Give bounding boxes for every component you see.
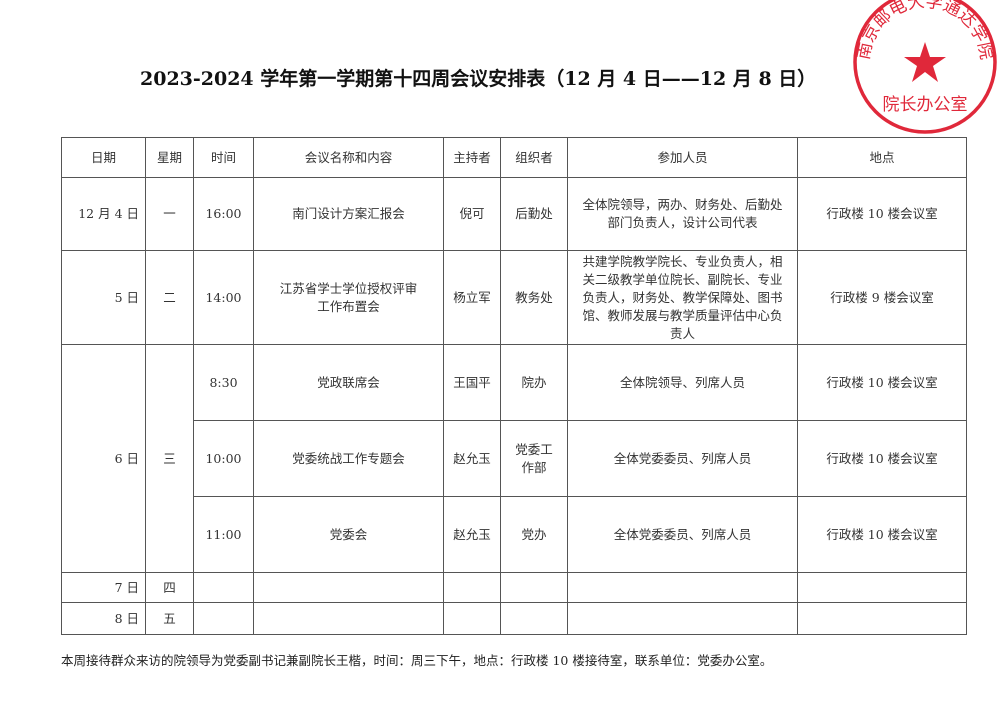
cell-meeting: 党政联席会 [253,344,444,421]
cell-organizer: 党委工作部 [500,420,568,497]
seal-inner-text: 院长办公室 [883,95,968,115]
cell-date: 5 日 [61,250,146,345]
cell-empty [567,602,798,635]
table-row: 6 日 三 8:30 党政联席会 王国平 院办 全体院领导、列席人员 行政楼 1… [61,344,967,573]
cell-time: 16:00 [193,177,254,251]
cell-location: 行政楼 10 楼会议室 [797,420,967,497]
table-row: 12 月 4 日 一 16:00 南门设计方案汇报会 倪可 后勤处 全体院领导，… [61,177,967,251]
cell-empty [797,572,967,603]
header-host: 主持者 [443,137,501,178]
table-row: 5 日 二 14:00 江苏省学士学位授权评审工作布置会 杨立军 教务处 共建学… [61,250,967,345]
cell-host: 杨立军 [443,250,501,345]
cell-meeting: 党委统战工作专题会 [253,420,444,497]
cell-time: 8:30 [193,344,254,421]
cell-time: 10:00 [193,420,254,497]
cell-date: 12 月 4 日 [61,177,146,251]
cell-empty [567,572,798,603]
cell-weekday: 四 [145,572,194,603]
star-icon [904,42,946,82]
cell-date: 8 日 [61,602,146,635]
cell-empty [500,602,568,635]
cell-organizer: 后勤处 [500,177,568,251]
header-meeting: 会议名称和内容 [253,137,444,178]
cell-empty [193,572,254,603]
cell-attendees: 全体党委委员、列席人员 [567,420,798,497]
cell-meeting: 党委会 [253,496,444,573]
header-row: 日期 星期 时间 会议名称和内容 主持者 组织者 参加人员 地点 [61,137,967,178]
cell-empty [443,572,501,603]
cell-time: 11:00 [193,496,254,573]
cell-empty [443,602,501,635]
cell-host: 王国平 [443,344,501,421]
cell-meeting: 南门设计方案汇报会 [253,177,444,251]
page-title: 2023-2024 学年第一学期第十四周会议安排表（12 月 4 日——12 月… [140,68,817,90]
official-seal: 南京邮电大学通达学院 院长办公室 [853,0,997,134]
cell-empty [797,602,967,635]
cell-meeting: 江苏省学士学位授权评审工作布置会 [253,250,444,345]
cell-organizer: 院办 [500,344,568,421]
cell-location: 行政楼 10 楼会议室 [797,344,967,421]
header-organizer: 组织者 [500,137,568,178]
cell-weekday: 五 [145,602,194,635]
cell-location: 行政楼 10 楼会议室 [797,177,967,251]
cell-attendees: 全体党委委员、列席人员 [567,496,798,573]
table-row: 10:00 党委统战工作专题会 赵允玉 党委工作部 全体党委委员、列席人员 行政… [62,420,967,497]
header-location: 地点 [797,137,967,178]
cell-attendees: 全体院领导、列席人员 [567,344,798,421]
cell-attendees: 共建学院教学院长、专业负责人，相关二级教学单位院长、副院长、专业负责人，财务处、… [567,250,798,345]
header-attendees: 参加人员 [567,137,798,178]
cell-host: 赵允玉 [443,496,501,573]
table-row: 8 日 五 [61,602,967,635]
cell-empty [193,602,254,635]
cell-date: 7 日 [61,572,146,603]
cell-time: 14:00 [193,250,254,345]
cell-organizer: 党办 [500,496,568,573]
meeting-schedule-table: 日期 星期 时间 会议名称和内容 主持者 组织者 参加人员 地点 12 月 4 … [61,137,967,635]
table-row: 11:00 党委会 赵允玉 党办 全体党委委员、列席人员 行政楼 10 楼会议室 [62,496,967,573]
cell-location: 行政楼 9 楼会议室 [797,250,967,345]
cell-host: 倪可 [443,177,501,251]
cell-weekday: 二 [145,250,194,345]
cell-empty [500,572,568,603]
cell-weekday: 三 [145,344,194,573]
cell-date: 6 日 [61,344,146,573]
cell-empty [253,572,444,603]
cell-organizer: 教务处 [500,250,568,345]
cell-weekday: 一 [145,177,194,251]
cell-location: 行政楼 10 楼会议室 [797,496,967,573]
header-weekday: 星期 [145,137,194,178]
footnote: 本周接待群众来访的院领导为党委副书记兼副院长王楷，时间：周三下午，地点：行政楼 … [61,653,773,668]
cell-host: 赵允玉 [443,420,501,497]
table-row: 7 日 四 [61,572,967,603]
header-time: 时间 [193,137,254,178]
header-date: 日期 [61,137,146,178]
cell-attendees: 全体院领导，两办、财务处、后勤处部门负责人，设计公司代表 [567,177,798,251]
cell-empty [253,602,444,635]
